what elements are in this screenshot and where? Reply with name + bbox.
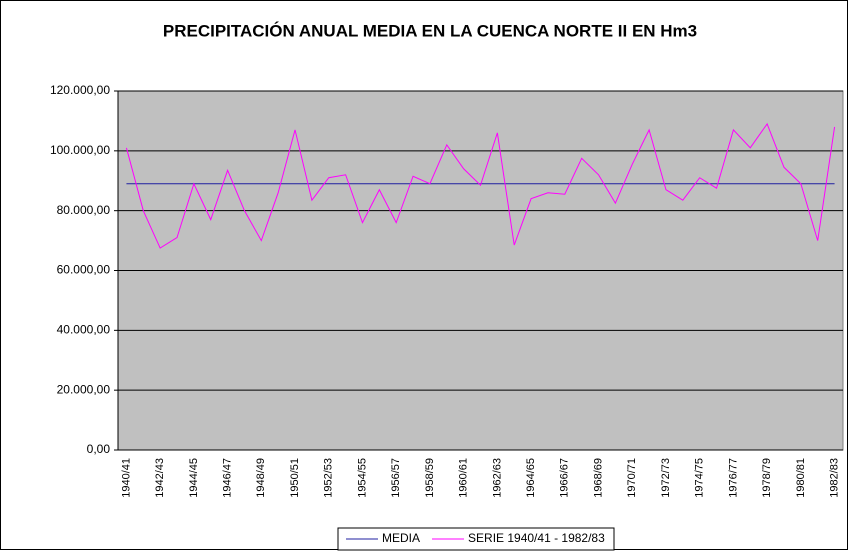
y-tick-label: 40.000,00	[57, 323, 111, 337]
x-tick-label: 1958/59	[424, 458, 436, 498]
y-tick-label: 100.000,00	[50, 143, 110, 157]
x-tick-label: 1978/79	[761, 458, 773, 498]
legend-box	[337, 527, 615, 551]
x-tick-label: 1976/77	[727, 458, 739, 498]
y-tick-label: 80.000,00	[57, 203, 111, 217]
x-tick-label: 1970/71	[626, 458, 638, 498]
legend-label: SERIE 1940/41 - 1982/83	[468, 531, 605, 545]
x-tick-label: 1974/75	[694, 458, 706, 498]
x-tick-label: 1982/83	[828, 458, 840, 498]
x-tick-label: 1942/43	[154, 458, 166, 498]
x-tick-label: 1964/65	[525, 458, 537, 498]
x-tick-label: 1980/81	[795, 458, 807, 498]
x-tick-label: 1968/69	[592, 458, 604, 498]
x-tick-label: 1944/45	[188, 458, 200, 498]
x-tick-label: 1972/73	[660, 458, 672, 498]
chart-title: PRECIPITACIÓN ANUAL MEDIA EN LA CUENCA N…	[163, 21, 697, 40]
x-tick-label: 1946/47	[221, 458, 233, 498]
x-tick-label: 1952/53	[323, 458, 335, 498]
x-tick-label: 1940/41	[120, 458, 132, 498]
x-tick-label: 1948/49	[255, 458, 267, 498]
x-tick-label: 1966/67	[559, 458, 571, 498]
x-tick-label: 1962/63	[491, 458, 503, 498]
y-tick-label: 60.000,00	[57, 263, 111, 277]
series-line	[125, 122, 836, 249]
y-tick-label: 0,00	[87, 442, 111, 456]
x-tick-label: 1950/51	[289, 458, 301, 498]
x-tick-label: 1956/57	[390, 458, 402, 498]
legend-label: MEDIA	[382, 531, 420, 545]
x-tick-label: 1960/61	[458, 458, 470, 498]
y-tick-label: 120.000,00	[50, 83, 110, 97]
y-tick-label: 20.000,00	[57, 382, 111, 396]
x-tick-label: 1954/55	[356, 458, 368, 498]
